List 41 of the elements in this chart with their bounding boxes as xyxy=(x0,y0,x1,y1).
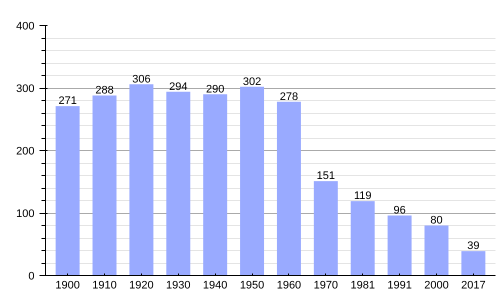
bar xyxy=(203,94,228,276)
x-tick-label: 1950 xyxy=(240,280,264,292)
bar xyxy=(388,216,412,276)
bar xyxy=(92,96,117,276)
x-tick-label: 1910 xyxy=(92,280,117,292)
data-label: 151 xyxy=(316,170,336,182)
x-tick-label: 1940 xyxy=(202,280,228,292)
y-tick-label: 300 xyxy=(16,83,35,95)
x-tick-label: 1930 xyxy=(166,280,191,292)
y-tick-label: 400 xyxy=(16,20,35,32)
data-label: 306 xyxy=(132,73,151,86)
bar xyxy=(166,92,190,276)
x-tick-label: 2017 xyxy=(461,280,486,292)
y-tick-label: 0 xyxy=(28,270,35,282)
data-label: 80 xyxy=(430,214,443,226)
bar xyxy=(129,84,154,276)
bar xyxy=(240,86,264,276)
x-tick-label: 2000 xyxy=(424,280,449,292)
x-tick-label: 1991 xyxy=(387,280,412,292)
bar xyxy=(424,226,448,276)
data-label: 271 xyxy=(58,95,77,108)
data-label: 119 xyxy=(354,190,372,202)
bar xyxy=(350,201,375,276)
data-label: 96 xyxy=(393,204,406,216)
data-label: 39 xyxy=(467,240,480,252)
x-tick-label: 1920 xyxy=(129,280,154,292)
data-label: 290 xyxy=(206,83,224,96)
x-tick-label: 1970 xyxy=(314,280,338,292)
x-tick-label: 1900 xyxy=(55,280,80,292)
y-tick-label: 200 xyxy=(16,146,35,158)
bar xyxy=(276,102,301,276)
bar xyxy=(56,106,80,276)
data-label: 288 xyxy=(95,84,114,96)
bar xyxy=(314,181,338,276)
data-label: 302 xyxy=(242,76,262,88)
y-tick-label: 100 xyxy=(16,208,35,220)
bar xyxy=(461,251,486,276)
x-tick-label: 1960 xyxy=(276,280,302,292)
data-label: 294 xyxy=(169,80,188,93)
x-tick-label: 1981 xyxy=(350,280,375,292)
data-label: 278 xyxy=(280,90,298,103)
